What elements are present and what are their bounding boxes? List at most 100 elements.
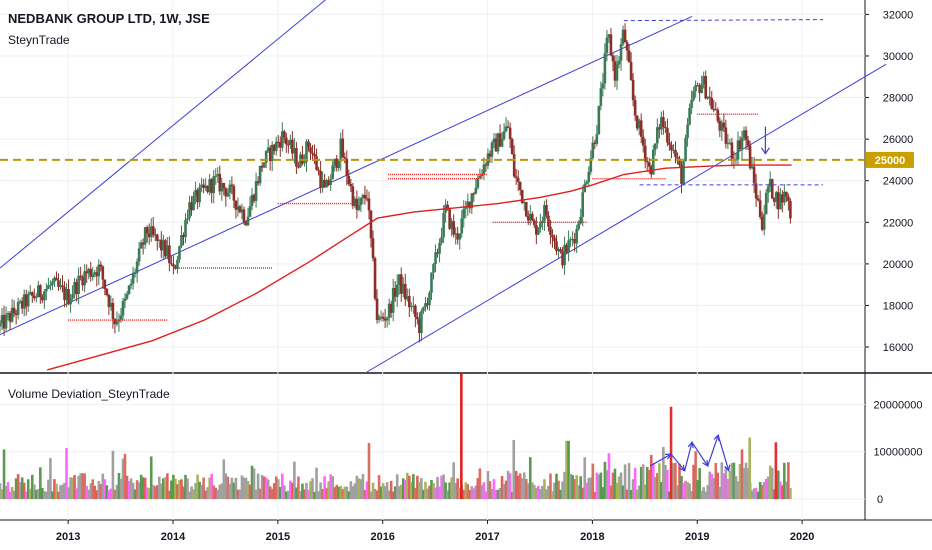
volume-bar: [430, 479, 433, 500]
volume-bar: [494, 489, 498, 500]
candle-body: [162, 240, 165, 251]
volume-bar: [155, 485, 159, 500]
volume-bar: [575, 475, 578, 500]
candle-body: [248, 205, 252, 217]
candle-body: [547, 215, 550, 227]
candle-body: [728, 142, 732, 144]
volume-bar: [293, 461, 296, 500]
volume-bar: [329, 474, 332, 500]
volume-bar: [28, 488, 32, 500]
price-tick-label: 20000: [883, 259, 914, 271]
volume-arrow-segment: [649, 453, 672, 467]
candle-body: [153, 234, 157, 236]
candle-body: [651, 149, 655, 175]
volume-bar: [551, 491, 554, 500]
candle-body: [555, 241, 558, 252]
volume-bar: [696, 479, 699, 500]
candle-body: [224, 188, 228, 197]
volume-bar: [283, 485, 286, 500]
volume-bar: [520, 478, 524, 500]
volume-bar: [41, 487, 44, 500]
candle-body: [410, 306, 413, 308]
volume-bar: [420, 478, 423, 500]
volume-bar: [101, 473, 105, 500]
candle-body: [553, 237, 556, 242]
candle-body: [700, 84, 703, 94]
candle-body: [289, 139, 292, 145]
candle-body: [164, 240, 167, 257]
candle-body: [627, 50, 631, 62]
volume-bar: [359, 479, 363, 500]
volume-bar: [176, 484, 179, 500]
candle-body: [18, 301, 22, 303]
volume-bar: [454, 482, 457, 500]
candle-body: [442, 212, 445, 238]
volume-bar: [432, 483, 435, 500]
volume-bar: [450, 477, 453, 500]
candle-body: [730, 142, 734, 159]
candle-body: [166, 245, 169, 257]
candle-body: [676, 157, 679, 159]
candle-body: [424, 303, 427, 308]
volume-axis[interactable]: 0 10000000 20000000: [874, 399, 923, 506]
volume-bar: [619, 472, 623, 500]
candle-body: [309, 147, 312, 153]
price-axis[interactable]: 16000 18000 20000 22000 24000 26000 28000 30000…: [865, 9, 913, 354]
volume-bar: [355, 475, 359, 500]
volume-bar: [149, 456, 153, 500]
volume-bar: [39, 467, 42, 500]
candle-body: [789, 200, 792, 219]
volume-bar: [285, 491, 288, 500]
volume-bar: [621, 485, 625, 500]
volume-bar: [99, 484, 103, 500]
time-axis[interactable]: 2013 2014 2015 2016 2017 2018 2019 2020: [56, 520, 814, 543]
candle-body: [303, 162, 306, 164]
candle-body: [718, 120, 722, 131]
candle-body: [121, 300, 125, 316]
volume-bar: [172, 474, 175, 500]
volume-bar: [353, 483, 357, 500]
candle-body: [430, 272, 433, 293]
candle-body: [591, 142, 595, 159]
volume-bar: [466, 484, 470, 500]
volume-arrow-segment: [717, 434, 730, 471]
volume-bar: [444, 482, 447, 500]
volume-bar: [726, 479, 730, 500]
volume-bar: [248, 484, 252, 500]
candle-body: [698, 85, 701, 94]
candle-body: [16, 302, 20, 316]
volume-bar: [73, 474, 76, 500]
candle-body: [470, 193, 474, 209]
candle-body: [8, 313, 12, 322]
candle-body: [385, 317, 389, 321]
candle-body: [379, 316, 383, 318]
candle-body: [412, 305, 415, 307]
candle-body: [422, 307, 425, 312]
volume-bar: [482, 482, 486, 500]
candle-body: [682, 161, 685, 184]
candle-body: [446, 204, 449, 209]
volume-bar: [436, 476, 439, 500]
candle-body: [440, 237, 443, 243]
candle-body: [349, 184, 353, 187]
volume-bar: [613, 468, 617, 500]
volume-bar: [555, 473, 558, 500]
volume-bar: [63, 482, 66, 500]
candle-body: [371, 238, 375, 259]
candle-body: [61, 285, 64, 288]
volume-bar: [147, 488, 151, 500]
candle-body: [135, 261, 139, 273]
volume-bar: [123, 453, 127, 500]
candle-body: [387, 303, 391, 318]
volume-bar: [276, 479, 280, 500]
volume-bar: [442, 474, 445, 500]
candle-body: [367, 198, 371, 211]
candle-body: [357, 205, 361, 210]
candle-body: [170, 263, 173, 265]
candle-body: [6, 313, 10, 315]
volume-bar: [10, 486, 14, 500]
candle-body: [214, 175, 218, 177]
volume-bar: [662, 447, 665, 500]
volume-bar: [762, 482, 766, 500]
candle-body: [722, 122, 726, 128]
